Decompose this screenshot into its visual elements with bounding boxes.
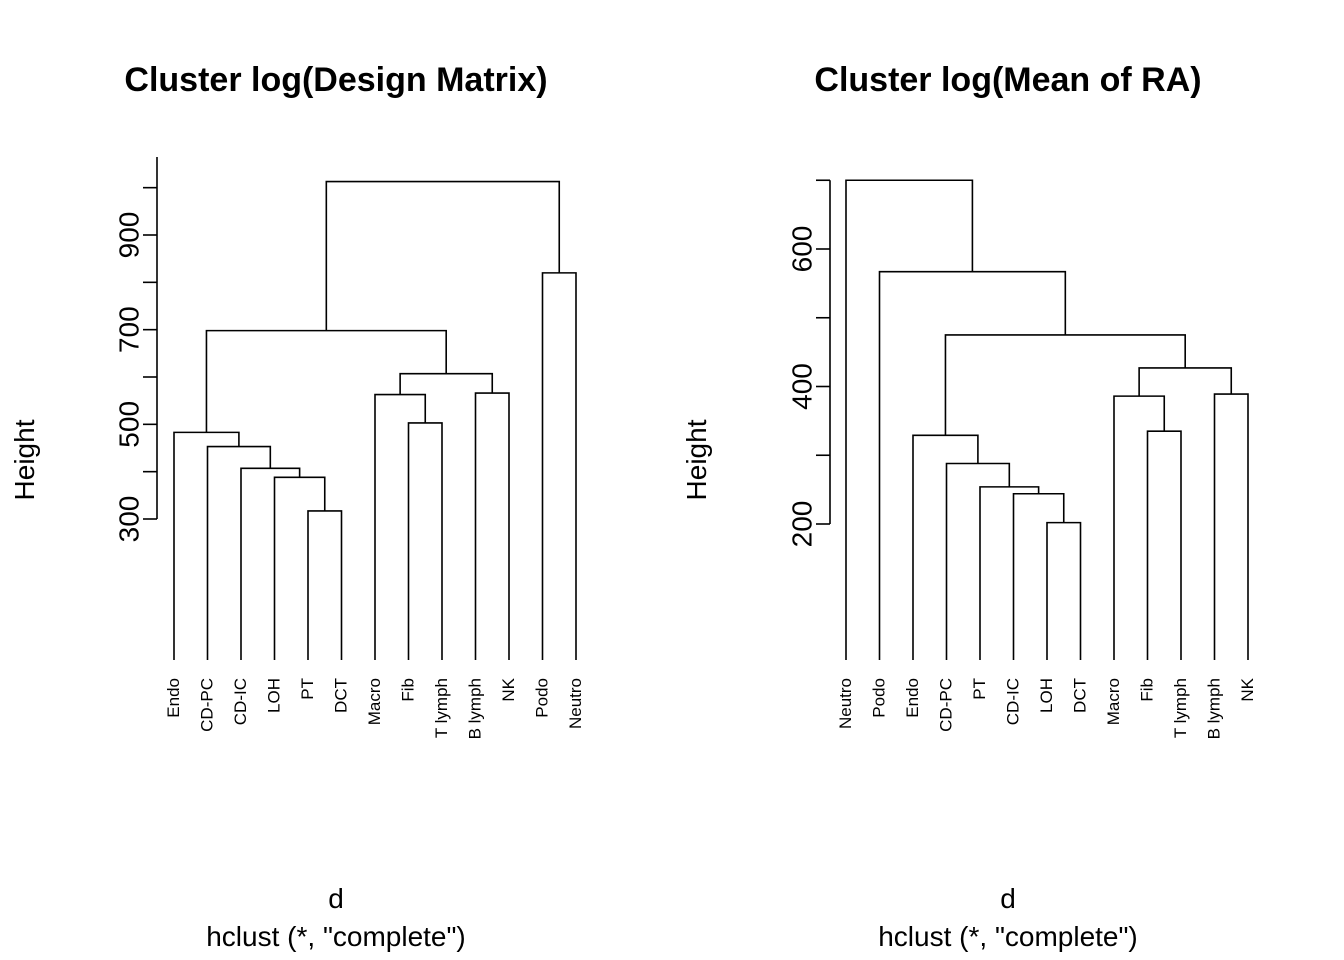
- leaf-label: Endo: [164, 678, 183, 718]
- leaf-label: DCT: [332, 678, 351, 713]
- leaf-label: Neutro: [566, 678, 585, 729]
- dendrogram-plot: 200 400 600 Neutro Podo Endo CD-PC PT CD-IC LOH DC…: [786, 179, 1257, 739]
- leaf-label: PT: [298, 678, 317, 700]
- leaf-label: B lymph: [466, 678, 485, 739]
- leaf-label: B lymph: [1205, 678, 1224, 739]
- leaf-label: LOH: [1037, 678, 1056, 713]
- dendrogram-link: [474, 392, 510, 660]
- leaf-label: Macro: [1104, 678, 1123, 725]
- y-tick-label: 300: [113, 496, 144, 543]
- leaf-label: CD-PC: [198, 678, 217, 732]
- dendrogram-link: [1146, 430, 1182, 660]
- dendrogram-link: [1046, 521, 1082, 660]
- dendrogram-panel-left: Cluster log(Design Matrix) 300 500 700 900 E…: [9, 61, 585, 952]
- dendrogram-link: [1213, 393, 1249, 660]
- leaf-label: Macro: [365, 678, 384, 725]
- method-subtitle: hclust (*, "complete"): [206, 921, 466, 952]
- y-tick-label: 400: [786, 363, 817, 410]
- leaf-label: Fib: [1138, 678, 1157, 702]
- leaf-label: CD-PC: [937, 678, 956, 732]
- leaf-label: Podo: [533, 678, 552, 718]
- dendrogram-link: [206, 445, 272, 660]
- leaf-label: NK: [1238, 677, 1257, 701]
- dendrogram-link: [173, 431, 240, 660]
- leaf-label: CD-IC: [231, 678, 250, 725]
- y-tick-label: 900: [113, 212, 144, 259]
- dendrogram-plot: 300 500 700 900 Endo CD-PC CD-IC LOH PT DCT Macro F…: [113, 157, 585, 739]
- leaf-label: LOH: [265, 678, 284, 713]
- dendrogram-link: [912, 434, 979, 660]
- dendrogram-link: [325, 180, 561, 331]
- y-tick-label: 700: [113, 306, 144, 353]
- y-tick-label: 200: [786, 501, 817, 548]
- dendrogram-link: [307, 510, 343, 660]
- dendrogram-panel-right: Cluster log(Mean of RA) 200 400 600 Neutro P…: [672, 0, 1344, 960]
- chart-title: Cluster log(Design Matrix): [124, 61, 548, 99]
- chart-title: Cluster log(Mean of RA): [814, 61, 1202, 99]
- y-tick-label: 600: [786, 226, 817, 273]
- leaf-label: PT: [970, 678, 989, 700]
- y-axis-label: Height: [681, 419, 712, 501]
- x-axis-label: d: [1000, 883, 1016, 914]
- dendrogram-link: [273, 476, 326, 660]
- leaf-label: T lymph: [1171, 678, 1190, 738]
- dendrogram-link: [240, 467, 301, 660]
- dendrogram-link: [205, 329, 447, 433]
- leaf-label: Fib: [399, 678, 418, 702]
- dendrogram-link: [845, 179, 974, 660]
- method-subtitle: hclust (*, "complete"): [878, 921, 1138, 952]
- dendrogram-link: [1012, 492, 1065, 660]
- dendrogram-link: [1113, 395, 1166, 660]
- dendrogram-link: [399, 372, 494, 395]
- dendrogram-link: [1138, 367, 1233, 397]
- dendrogram-link: [878, 270, 1067, 660]
- dendrogram-link: [945, 462, 1011, 660]
- leaf-label: Endo: [903, 678, 922, 718]
- dendrogram-link: [374, 393, 427, 660]
- leaf-label: Neutro: [836, 678, 855, 729]
- leaf-label: T lymph: [432, 678, 451, 738]
- y-tick-label: 500: [113, 401, 144, 448]
- leaf-label: CD-IC: [1004, 678, 1023, 725]
- leaf-label: Podo: [870, 678, 889, 718]
- x-axis-label: d: [328, 883, 344, 914]
- dendrogram-link: [979, 486, 1040, 660]
- leaf-label: DCT: [1071, 678, 1090, 713]
- dendrogram-link: [541, 272, 577, 660]
- y-axis-label: Height: [9, 419, 40, 501]
- dendrogram-link: [944, 334, 1186, 436]
- dendrogram-link: [407, 422, 443, 660]
- leaf-label: NK: [499, 677, 518, 701]
